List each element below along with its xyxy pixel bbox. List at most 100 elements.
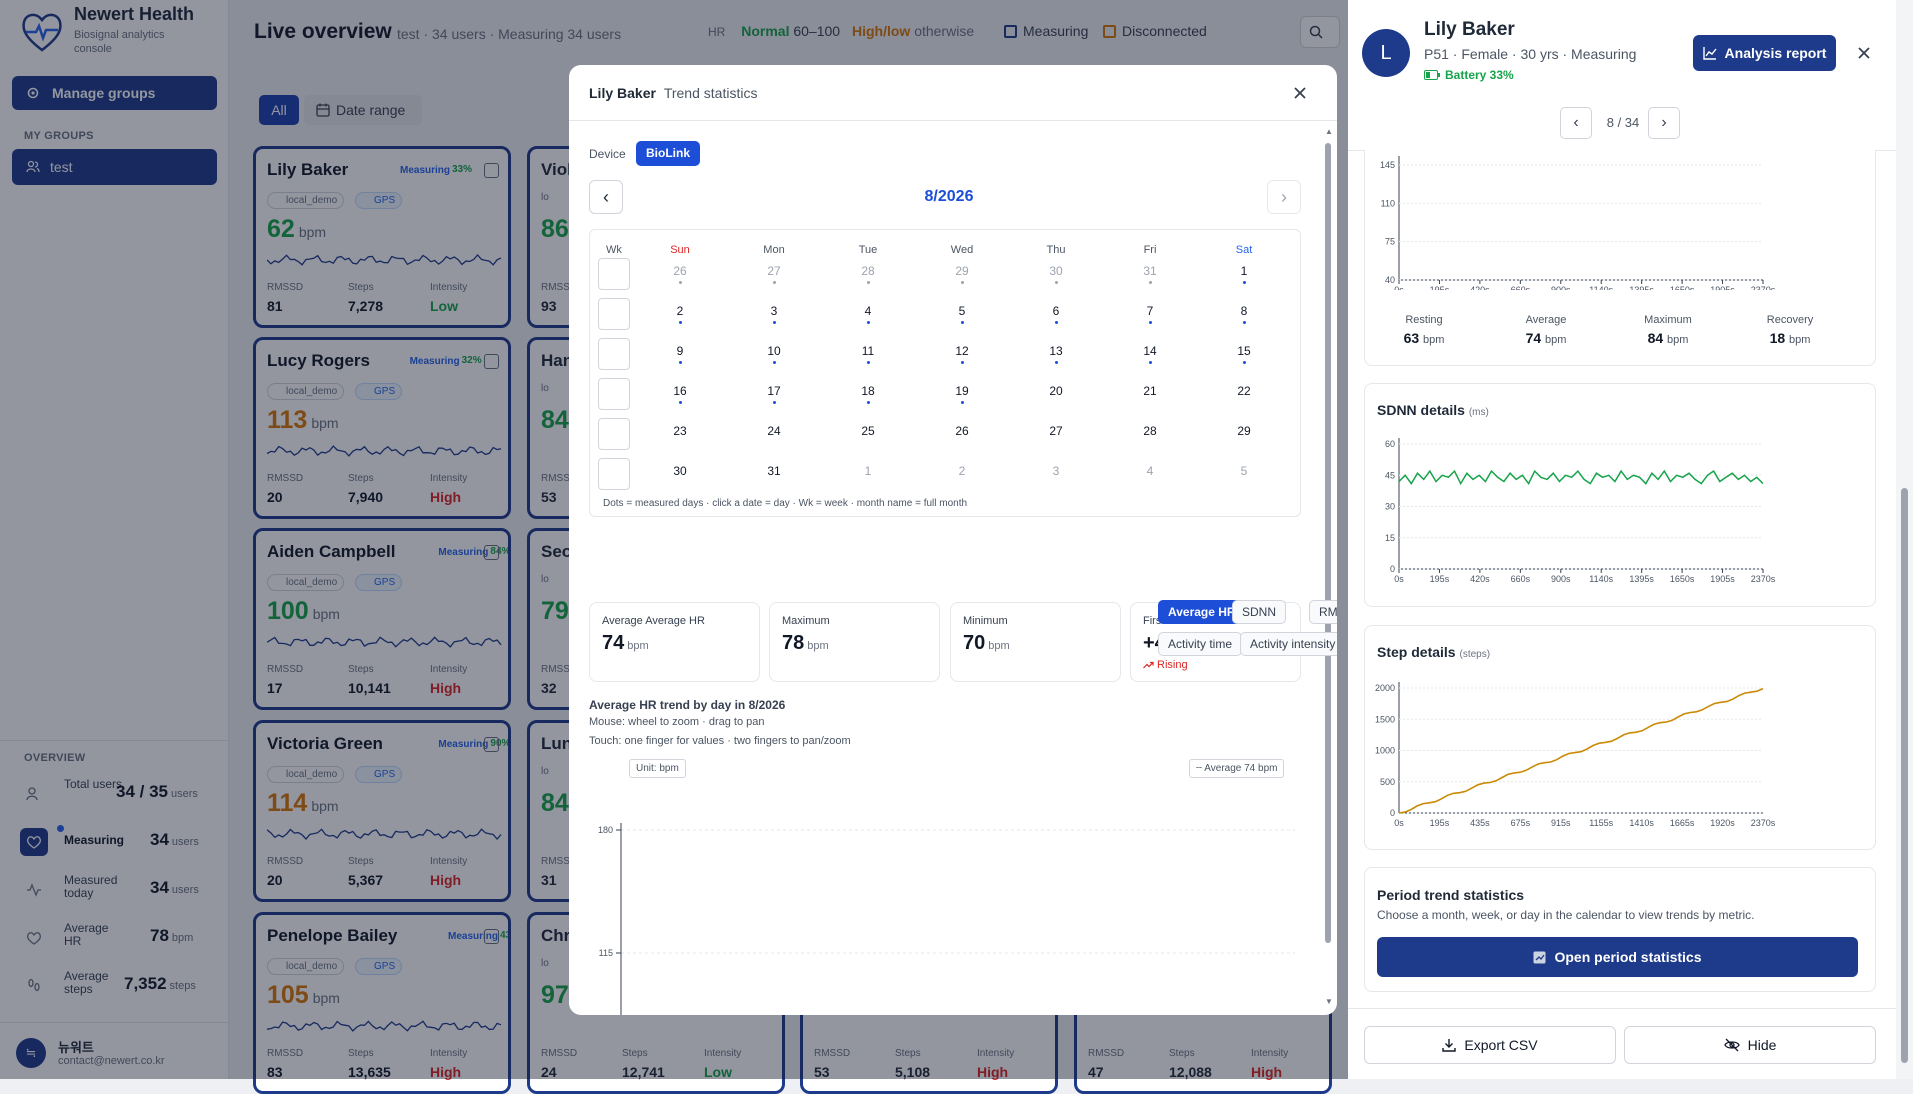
calendar-day[interactable]: 9 bbox=[676, 344, 684, 358]
calendar-day[interactable]: 17 bbox=[767, 384, 781, 398]
month-title[interactable]: 8/2026 bbox=[924, 188, 974, 205]
calendar-day[interactable]: 12 bbox=[955, 344, 969, 358]
next-month-button[interactable]: › bbox=[1267, 180, 1301, 214]
modal-scrollbar[interactable]: ▲ ▼ bbox=[1323, 125, 1333, 1010]
calendar-day[interactable]: 24 bbox=[767, 424, 781, 438]
rmssd-value: 32 bbox=[541, 680, 557, 696]
calendar-day[interactable]: 23 bbox=[673, 424, 687, 438]
close-icon[interactable] bbox=[1293, 86, 1307, 100]
close-icon[interactable] bbox=[1857, 46, 1871, 60]
battery-label: Battery 33% bbox=[1445, 68, 1514, 82]
week-select-button[interactable] bbox=[598, 418, 630, 450]
week-select-button[interactable] bbox=[598, 378, 630, 410]
calendar-day[interactable]: 26 bbox=[955, 424, 969, 438]
select-checkbox[interactable] bbox=[484, 545, 499, 560]
metric-tab[interactable]: Activity intensity bbox=[1240, 632, 1337, 656]
scroll-down-icon[interactable]: ▼ bbox=[1325, 997, 1333, 1006]
analysis-report-button[interactable]: Analysis report bbox=[1693, 35, 1836, 71]
calendar-day[interactable]: 4 bbox=[864, 304, 872, 318]
prev-user-button[interactable]: ‹ bbox=[1560, 107, 1592, 139]
battery-label: 32% bbox=[461, 355, 482, 366]
prev-month-button[interactable]: ‹ bbox=[589, 180, 623, 214]
user-footer[interactable]: ≒ 뉴워트 contact@newert.co.kr bbox=[0, 1022, 229, 1079]
measured-dot bbox=[866, 321, 870, 324]
chart-help-mouse: Mouse: wheel to zoom · drag to pan bbox=[589, 716, 765, 728]
calendar-day[interactable]: 8 bbox=[1240, 304, 1248, 318]
open-period-statistics-button[interactable]: Open period statistics bbox=[1377, 937, 1858, 977]
calendar-day[interactable]: 28 bbox=[1143, 424, 1157, 438]
calendar-day[interactable]: 19 bbox=[955, 384, 969, 398]
calendar-day[interactable]: 22 bbox=[1237, 384, 1251, 398]
date-range-button[interactable]: Date range bbox=[304, 95, 422, 125]
select-checkbox[interactable] bbox=[484, 163, 499, 178]
calendar-day[interactable]: 13 bbox=[1049, 344, 1063, 358]
calendar-day[interactable]: 27 bbox=[767, 264, 781, 278]
scrollbar-thumb[interactable] bbox=[1325, 143, 1331, 943]
search-box[interactable] bbox=[1300, 16, 1340, 48]
calendar-day[interactable]: 2 bbox=[958, 464, 966, 478]
metric-tab[interactable]: SDNN bbox=[1232, 600, 1287, 624]
calendar-day[interactable]: 14 bbox=[1143, 344, 1157, 358]
calendar-day[interactable]: 27 bbox=[1049, 424, 1063, 438]
calendar-day[interactable]: 3 bbox=[770, 304, 778, 318]
user-card[interactable]: Aiden Campbell Measuring 84% local_demo GPS 1… bbox=[253, 528, 511, 710]
week-select-button[interactable] bbox=[598, 298, 630, 330]
select-checkbox[interactable] bbox=[484, 354, 499, 369]
export-csv-button[interactable]: Export CSV bbox=[1364, 1026, 1616, 1064]
x-tick-label: 900s bbox=[1551, 574, 1571, 584]
week-select-button[interactable] bbox=[598, 338, 630, 370]
week-select-button[interactable] bbox=[598, 258, 630, 290]
calendar-day[interactable]: 30 bbox=[673, 464, 687, 478]
user-card[interactable]: Lily Baker Measuring 33% local_demo GPS 62 bpm… bbox=[253, 146, 511, 328]
user-card[interactable]: Lucy Rogers Measuring 32% local_demo GPS 113 b… bbox=[253, 337, 511, 519]
metric-tab[interactable]: RMSSD bbox=[1309, 600, 1337, 624]
calendar-day[interactable]: 16 bbox=[673, 384, 687, 398]
manage-groups-button[interactable]: Manage groups bbox=[12, 76, 217, 110]
metric-label: RMSSD bbox=[267, 856, 304, 867]
rmssd-value: 47 bbox=[1088, 1064, 1104, 1080]
calendar-day[interactable]: 4 bbox=[1146, 464, 1154, 478]
calendar-day[interactable]: 26 bbox=[673, 264, 687, 278]
scrollbar-thumb[interactable] bbox=[1901, 488, 1908, 1063]
hr-trend-chart[interactable]: 18011580 bbox=[583, 753, 1303, 1015]
metric-tab[interactable]: Activity time bbox=[1158, 632, 1243, 656]
group-item-test[interactable]: test bbox=[12, 149, 217, 185]
hr-detail-chart[interactable]: 40 75 110 145 0s 195s 420s 660s 900s 1140s 1395s 16… bbox=[1365, 150, 1877, 290]
calendar-day[interactable]: 5 bbox=[958, 304, 966, 318]
next-user-button[interactable]: › bbox=[1648, 107, 1680, 139]
user-name: Han bbox=[541, 351, 574, 370]
scrollbar[interactable] bbox=[1896, 0, 1913, 1079]
device-chip[interactable]: BioLink bbox=[636, 141, 700, 166]
calendar-day[interactable]: 6 bbox=[1052, 304, 1060, 318]
select-checkbox[interactable] bbox=[484, 737, 499, 752]
calendar-day[interactable]: 21 bbox=[1143, 384, 1157, 398]
calendar-day[interactable]: 2 bbox=[676, 304, 684, 318]
calendar-day[interactable]: 1 bbox=[864, 464, 872, 478]
scroll-up-icon[interactable]: ▲ bbox=[1325, 127, 1333, 136]
calendar-day[interactable]: 18 bbox=[861, 384, 875, 398]
calendar-day[interactable]: 25 bbox=[861, 424, 875, 438]
calendar-day[interactable]: 11 bbox=[861, 344, 875, 358]
calendar-day[interactable]: 5 bbox=[1240, 464, 1248, 478]
metric-tab[interactable]: Average HR bbox=[1158, 600, 1246, 624]
calendar-day[interactable]: 7 bbox=[1146, 304, 1154, 318]
calendar-day[interactable]: 10 bbox=[767, 344, 781, 358]
steps-chart[interactable]: 0 500 1000 1500 2000 0s 195s 435s 675s 915s 1155s 1… bbox=[1365, 666, 1877, 846]
week-select-button[interactable] bbox=[598, 458, 630, 490]
calendar-day[interactable]: 31 bbox=[767, 464, 781, 478]
sdnn-chart[interactable]: 0 15 30 45 60 0s 195s 420s 660s 900s 1140s 1395s 165… bbox=[1365, 424, 1877, 604]
calendar-day[interactable]: 3 bbox=[1052, 464, 1060, 478]
calendar-day[interactable]: 29 bbox=[955, 264, 969, 278]
user-card[interactable]: Victoria Green Measuring 90% local_demo GPS 1… bbox=[253, 720, 511, 902]
calendar-day[interactable]: 15 bbox=[1237, 344, 1251, 358]
filter-all[interactable]: All bbox=[259, 95, 299, 125]
calendar-day[interactable]: 1 bbox=[1240, 264, 1248, 278]
hide-button[interactable]: Hide bbox=[1624, 1026, 1876, 1064]
calendar-day[interactable]: 31 bbox=[1143, 264, 1157, 278]
select-checkbox[interactable] bbox=[484, 929, 499, 944]
calendar-day[interactable]: 29 bbox=[1237, 424, 1251, 438]
calendar-day[interactable]: 28 bbox=[861, 264, 875, 278]
calendar-day[interactable]: 20 bbox=[1049, 384, 1063, 398]
calendar-day[interactable]: 30 bbox=[1049, 264, 1063, 278]
